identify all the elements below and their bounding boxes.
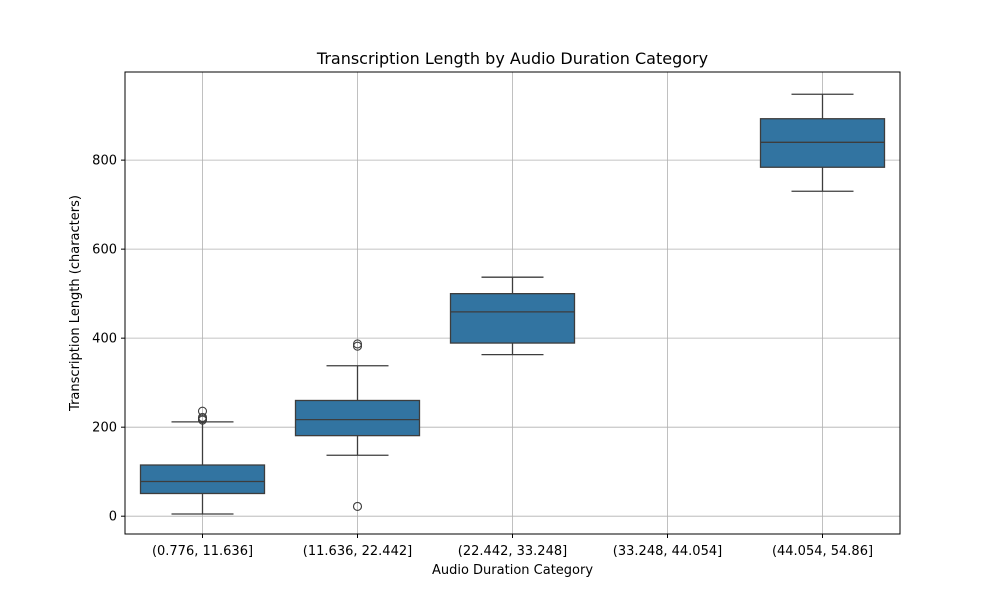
x-tick-label: (22.442, 33.248] — [458, 544, 567, 559]
box-1 — [139, 406, 266, 515]
x-tick-label: (0.776, 11.636] — [152, 544, 253, 559]
axis-ticks: 0 200 400 600 800 (0.776, 11.636] (11.636, 22.… — [92, 154, 873, 559]
x-tick-label: (11.636, 22.442] — [303, 544, 412, 559]
y-tick-label: 200 — [92, 421, 117, 436]
box-5 — [759, 93, 886, 192]
box-3 — [449, 276, 576, 356]
chart-title: Transcription Length by Audio Duration C… — [316, 49, 708, 68]
y-tick-label: 400 — [92, 332, 117, 347]
outlier-point — [197, 412, 208, 422]
y-tick-label: 800 — [92, 154, 117, 169]
iqr-box — [294, 399, 421, 437]
x-axis-label: Audio Duration Category — [432, 563, 593, 578]
outlier-point — [197, 406, 208, 416]
y-tick-label: 600 — [92, 243, 117, 258]
box-2 — [294, 339, 421, 511]
outlier-point — [352, 501, 363, 511]
x-tick-label: (33.248, 44.054] — [613, 544, 722, 559]
iqr-box — [139, 464, 266, 495]
y-tick-label: 0 — [109, 510, 117, 525]
y-axis-label: Transcription Length (characters) — [68, 195, 83, 412]
iqr-box — [759, 118, 886, 168]
x-tick-label: (44.054, 54.86] — [772, 544, 873, 559]
outlier-point — [352, 341, 363, 351]
box-plots — [139, 93, 886, 515]
outlier-point — [352, 339, 363, 349]
iqr-box — [449, 293, 576, 344]
